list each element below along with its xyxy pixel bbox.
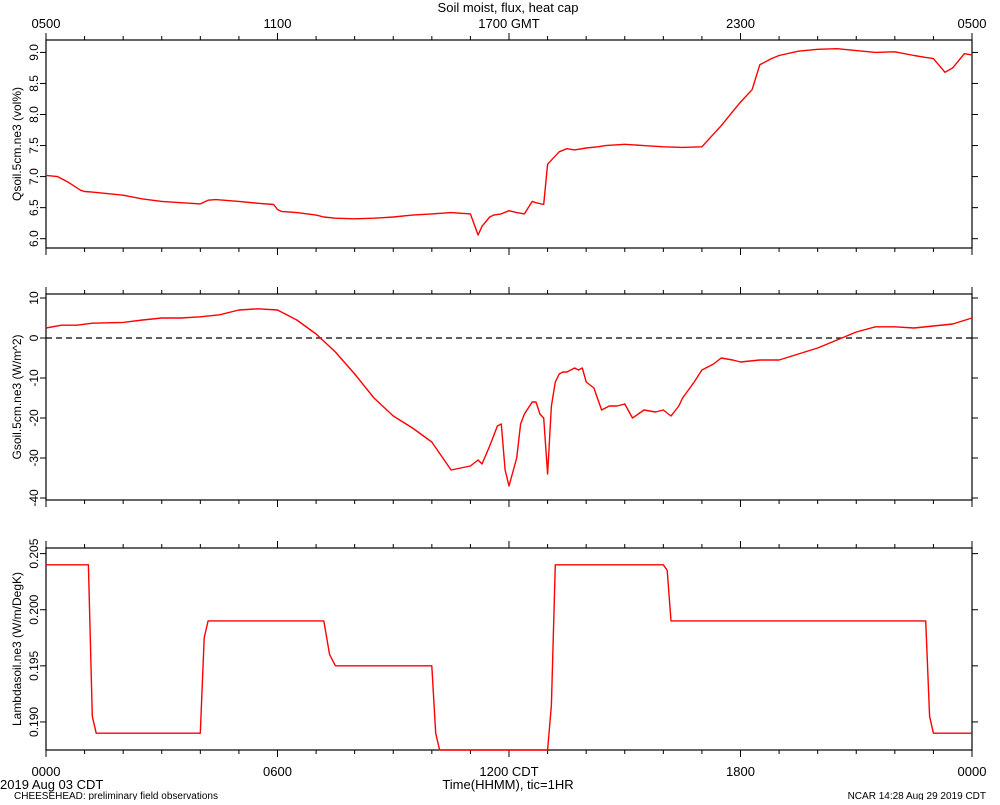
- y-tick-label: -20: [27, 409, 41, 427]
- footer-left: CHEESEHEAD: preliminary field observatio…: [14, 791, 218, 800]
- bottom-tick-label: 0000: [32, 764, 61, 779]
- chart-panels: 6.0 6.5 7.0 7.5 8.0 8.5 9.0 Qsoil.5cm.ne3 (vol%…: [10, 33, 978, 757]
- series-line: [45, 308, 973, 487]
- y-tick-label: 0.195: [27, 650, 41, 680]
- y-tick-label: 8.0: [27, 106, 41, 123]
- y-tick-label: -30: [27, 449, 41, 467]
- y-axis-label: Lambdasoil.ne3 (W/m/DegK): [10, 572, 24, 726]
- y-tick-label: 0.190: [27, 707, 41, 737]
- top-tick-label: 1100: [264, 16, 292, 31]
- chart-title: Soil moist, flux, heat cap: [438, 0, 579, 15]
- bottom-tick-label: 0000: [958, 764, 987, 779]
- top-tick-label: 2300: [726, 16, 755, 31]
- panel-1: 6.0 6.5 7.0 7.5 8.0 8.5 9.0 Qsoil.5cm.ne3 (vol%…: [10, 33, 978, 255]
- top-tick-label: 1700 GMT: [478, 16, 539, 31]
- bottom-tick-label: 1800: [726, 764, 755, 779]
- y-tick-label: 10: [27, 291, 41, 305]
- top-tick-label: 0500: [32, 16, 61, 31]
- y-axis-label: Qsoil.5cm.ne3 (vol%): [10, 87, 24, 201]
- y-tick-label: 0: [27, 334, 41, 341]
- y-tick-label: 9.0: [27, 44, 41, 61]
- series-line: [45, 48, 973, 236]
- footer-right: NCAR 14:28 Aug 29 2019 CDT: [848, 791, 986, 800]
- y-tick-label: 0.205: [27, 538, 41, 568]
- y-tick-label: 6.0: [27, 230, 41, 247]
- y-tick-label: 6.5: [27, 199, 41, 216]
- y-axis-label: Gsoil.5cm.ne3 (W/m^2): [10, 335, 24, 460]
- bottom-tick-label: 1200 CDT: [479, 764, 538, 779]
- top-tick-label: 0500: [958, 16, 987, 31]
- bottom-tick-label: 0600: [263, 764, 292, 779]
- top-axis-tick-labels: 0500 1100 1700 GMT 2300 0500: [32, 16, 987, 31]
- bottom-axis-tick-labels: 0000 0600 1200 CDT 1800 0000: [32, 764, 987, 779]
- y-tick-label: 0.200: [27, 594, 41, 624]
- y-tick-label: -40: [27, 489, 41, 507]
- y-tick-label: 8.5: [27, 75, 41, 92]
- x-axis-label: Time(HHMM), tic=1HR: [442, 777, 573, 792]
- y-tick-label: 7.5: [27, 137, 41, 154]
- panel-2: 10 0 -10 -20 -30 -40 Gsoil.5cm.ne3 (W/m^2): [10, 287, 978, 507]
- series-line: [46, 564, 972, 751]
- date-label: 2019 Aug 03 CDT: [0, 777, 103, 792]
- y-tick-label: 7.0: [27, 168, 41, 185]
- y-tick-label: -10: [27, 369, 41, 387]
